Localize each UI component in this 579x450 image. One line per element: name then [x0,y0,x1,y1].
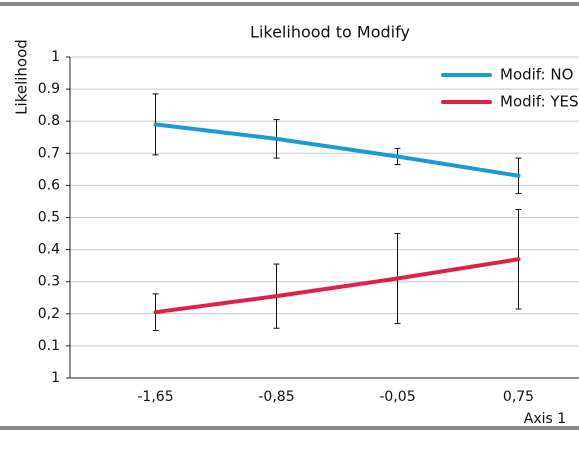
series-line [153,257,521,315]
x-axis-label: Axis 1 [524,411,566,427]
y-tick-label: 0.4 [38,242,60,258]
x-tick-label: -0,85 [258,389,294,405]
y-axis-label: Likelihood [13,39,31,115]
y-tick-label: 1 [51,370,60,386]
bottom-rule [0,426,579,430]
legend-label: Modif: NO [500,66,573,84]
y-tick-label: 0.7 [38,145,60,161]
y-tick-label: 0,2 [38,306,60,322]
y-tick-label: 0.5 [38,210,60,226]
y-tick-label: 1 [51,49,60,65]
y-tick-label: 0.8 [38,113,60,129]
series-line [153,122,521,178]
x-tick-label: 0,75 [503,389,534,405]
y-tick-label: 0.6 [38,177,60,193]
x-tick-label: -1,65 [137,389,173,405]
y-tick-label: 0.3 [38,274,60,290]
y-tick-label: 0.1 [38,338,60,354]
y-tick-label: 0.9 [38,81,60,97]
top-rule [0,2,579,6]
legend-label: Modif: YES [500,93,579,111]
x-tick-label: -0,05 [379,389,415,405]
chart-title: Likelihood to Modify [250,23,410,42]
